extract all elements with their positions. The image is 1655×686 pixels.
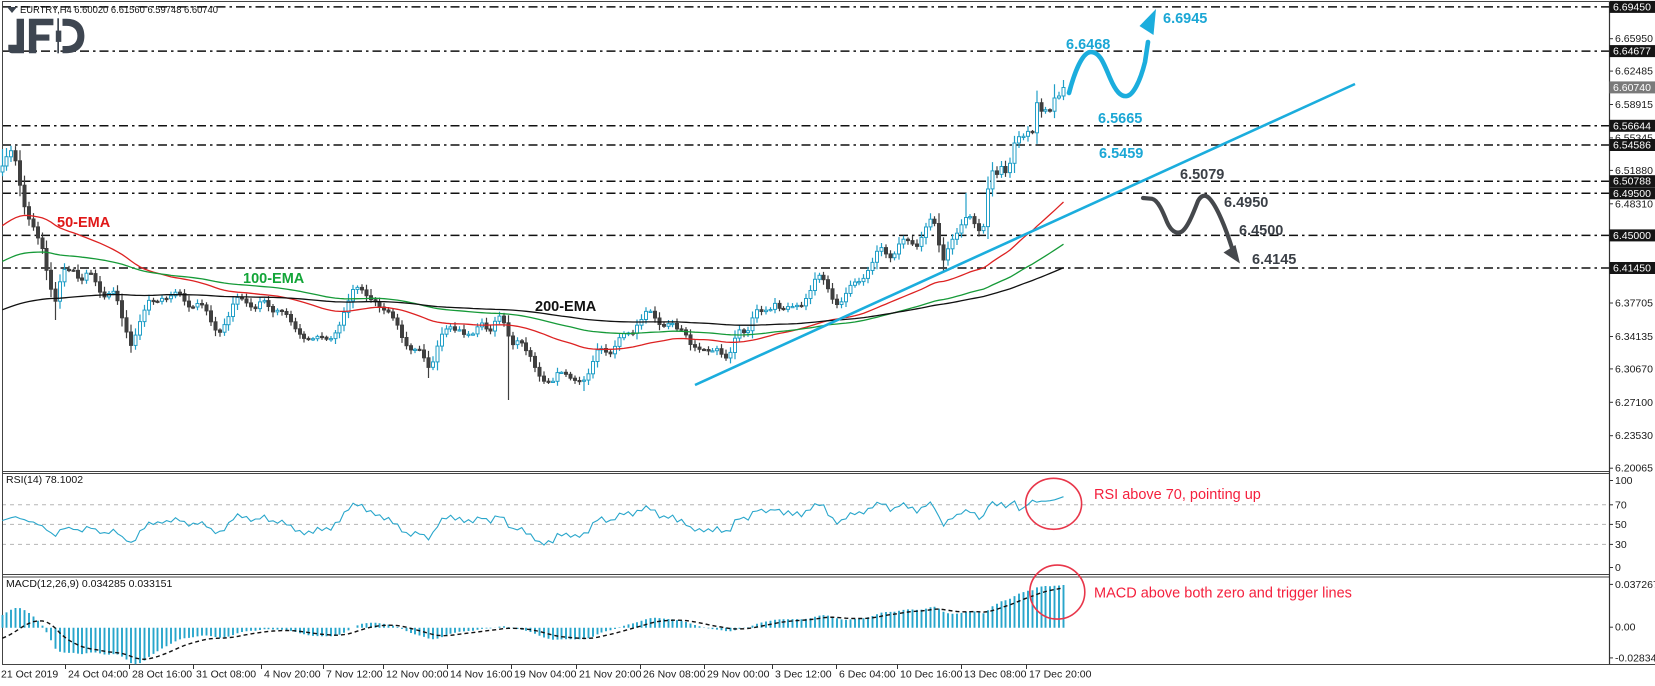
svg-text:30: 30 <box>1615 539 1627 551</box>
svg-text:MACD(12,26,9) 0.034285 0.03315: MACD(12,26,9) 0.034285 0.033151 <box>6 578 173 590</box>
svg-text:6.65950: 6.65950 <box>1615 33 1653 45</box>
svg-text:6.50788: 6.50788 <box>1613 176 1651 188</box>
svg-text:4 Nov 20:00: 4 Nov 20:00 <box>264 669 321 681</box>
svg-text:28 Oct 16:00: 28 Oct 16:00 <box>132 669 192 681</box>
svg-text:6 Dec 04:00: 6 Dec 04:00 <box>839 669 896 681</box>
svg-text:31 Oct 08:00: 31 Oct 08:00 <box>196 669 256 681</box>
svg-text:7 Nov 12:00: 7 Nov 12:00 <box>326 669 383 681</box>
svg-text:6.6468: 6.6468 <box>1066 37 1110 53</box>
svg-text:21 Oct 2019: 21 Oct 2019 <box>1 669 58 681</box>
svg-text:100-EMA: 100-EMA <box>243 271 305 287</box>
svg-text:6.4145: 6.4145 <box>1252 252 1296 268</box>
svg-text:6.34135: 6.34135 <box>1615 331 1653 343</box>
svg-text:13 Dec 08:00: 13 Dec 08:00 <box>964 669 1027 681</box>
svg-text:RSI above 70, pointing up: RSI above 70, pointing up <box>1094 487 1261 503</box>
svg-text:70: 70 <box>1615 499 1627 511</box>
svg-text:100: 100 <box>1615 475 1633 487</box>
svg-text:6.60740: 6.60740 <box>1613 82 1651 94</box>
svg-text:29 Nov 00:00: 29 Nov 00:00 <box>707 669 770 681</box>
svg-text:26 Nov 08:00: 26 Nov 08:00 <box>643 669 706 681</box>
svg-text:RSI(14) 78.1002: RSI(14) 78.1002 <box>6 474 83 486</box>
svg-text:6.51880: 6.51880 <box>1615 165 1653 177</box>
svg-text:6.5459: 6.5459 <box>1099 146 1143 162</box>
svg-text:6.54586: 6.54586 <box>1613 140 1651 152</box>
svg-text:6.6945: 6.6945 <box>1163 11 1207 27</box>
svg-text:6.45000: 6.45000 <box>1613 230 1651 242</box>
svg-text:-0.02834: -0.02834 <box>1615 652 1655 664</box>
svg-text:6.20065: 6.20065 <box>1615 463 1653 475</box>
svg-text:6.30670: 6.30670 <box>1615 363 1653 375</box>
svg-text:19 Nov 04:00: 19 Nov 04:00 <box>514 669 577 681</box>
svg-text:0.037267: 0.037267 <box>1615 579 1655 591</box>
svg-text:6.64677: 6.64677 <box>1613 46 1651 58</box>
svg-text:6.23530: 6.23530 <box>1615 430 1653 442</box>
svg-text:6.4950: 6.4950 <box>1224 195 1268 211</box>
svg-text:MACD above both zero and trigg: MACD above both zero and trigger lines <box>1094 586 1352 602</box>
svg-text:6.56644: 6.56644 <box>1613 120 1651 132</box>
svg-text:6.5665: 6.5665 <box>1098 111 1142 127</box>
svg-text:200-EMA: 200-EMA <box>535 299 597 315</box>
svg-text:14 Nov 16:00: 14 Nov 16:00 <box>450 669 513 681</box>
svg-text:6.62485: 6.62485 <box>1615 66 1653 78</box>
svg-text:6.69450: 6.69450 <box>1613 1 1651 13</box>
svg-text:6.5079: 6.5079 <box>1180 167 1224 183</box>
svg-text:6.37705: 6.37705 <box>1615 298 1653 310</box>
svg-text:0.00: 0.00 <box>1615 622 1636 634</box>
svg-text:6.48310: 6.48310 <box>1615 198 1653 210</box>
svg-text:12 Nov 00:00: 12 Nov 00:00 <box>386 669 449 681</box>
svg-text:50-EMA: 50-EMA <box>57 215 111 231</box>
svg-text:10 Dec 16:00: 10 Dec 16:00 <box>900 669 963 681</box>
svg-text:50: 50 <box>1615 519 1627 531</box>
svg-text:0: 0 <box>1615 562 1621 574</box>
svg-text:6.49500: 6.49500 <box>1613 188 1651 200</box>
svg-text:17 Dec 20:00: 17 Dec 20:00 <box>1029 669 1092 681</box>
svg-text:EURTRY,H4 6.60020 6.61560 6.5: EURTRY,H4 6.60020 6.61560 6.59748 6.6074… <box>20 4 218 16</box>
svg-text:21 Nov 20:00: 21 Nov 20:00 <box>579 669 642 681</box>
svg-text:6.41450: 6.41450 <box>1613 263 1651 275</box>
svg-text:6.4500: 6.4500 <box>1239 223 1283 239</box>
svg-text:6.58915: 6.58915 <box>1615 99 1653 111</box>
svg-text:6.27100: 6.27100 <box>1615 397 1653 409</box>
svg-text:3 Dec 12:00: 3 Dec 12:00 <box>775 669 832 681</box>
svg-text:24 Oct 04:00: 24 Oct 04:00 <box>68 669 128 681</box>
